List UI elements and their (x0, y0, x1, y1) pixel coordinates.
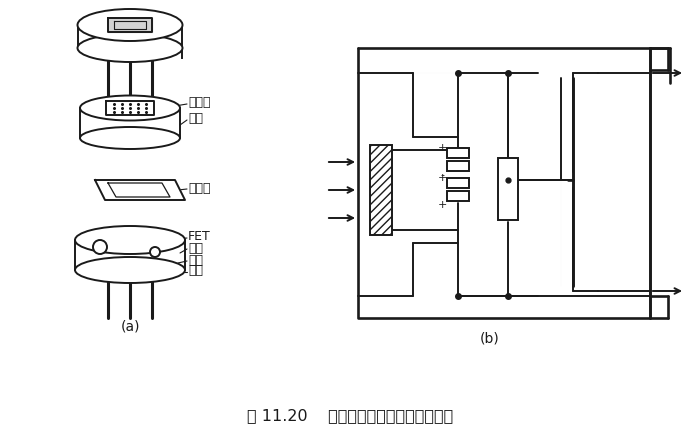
Ellipse shape (75, 257, 185, 283)
Ellipse shape (80, 95, 180, 120)
Circle shape (93, 240, 107, 254)
Bar (112, 186, 128, 194)
Text: -: - (440, 170, 444, 180)
Polygon shape (106, 101, 154, 115)
Text: 引线: 引线 (188, 265, 203, 278)
Bar (447, 161, 469, 171)
Text: +: + (438, 173, 447, 183)
Bar (498, 158, 518, 220)
Text: +: + (438, 200, 447, 210)
Text: (a): (a) (120, 320, 140, 334)
Ellipse shape (78, 34, 183, 62)
Text: 管座: 管座 (188, 241, 203, 254)
Text: (b): (b) (480, 331, 500, 345)
Ellipse shape (75, 226, 185, 254)
Bar (118, 238, 146, 252)
Circle shape (150, 247, 160, 257)
Bar (135, 186, 151, 194)
Bar (447, 148, 469, 158)
Text: 高阻: 高阻 (188, 254, 203, 266)
Bar (447, 191, 469, 201)
Ellipse shape (80, 127, 180, 149)
Polygon shape (95, 180, 185, 200)
Text: 图 11.20    热释电人体红外传感器的结构: 图 11.20 热释电人体红外传感器的结构 (247, 409, 453, 424)
Bar (447, 178, 469, 188)
Text: 滤光片: 滤光片 (188, 96, 211, 110)
Text: +: + (438, 143, 447, 153)
Ellipse shape (78, 9, 183, 41)
Text: 管帽: 管帽 (188, 113, 203, 126)
Bar (370, 145, 392, 235)
Bar (124, 241, 134, 249)
Text: FET: FET (188, 230, 211, 244)
Polygon shape (108, 18, 152, 32)
Text: 敏感元: 敏感元 (188, 181, 211, 194)
